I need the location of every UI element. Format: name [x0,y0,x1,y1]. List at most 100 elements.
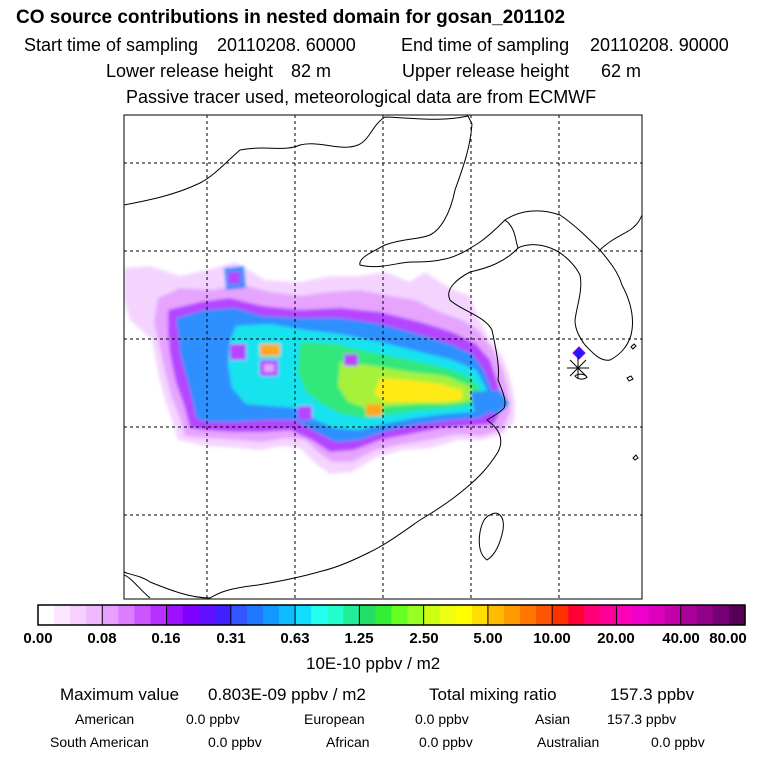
colorbar-cell [600,605,618,625]
colorbar-cell [54,605,71,625]
plume-contour [350,374,366,388]
receptor-marker [567,346,589,379]
colorbar [37,604,746,626]
lower-height-label: Lower release height [106,61,274,81]
colorbar-cell [632,605,650,625]
region-name: Australian [537,734,600,750]
colorbar-cell [664,605,682,625]
colorbar-cell [38,605,55,625]
colorbar-tick: 0.00 [23,630,53,647]
japan-islet-3 [632,454,639,461]
taiwan-coastline [478,512,504,561]
plume-contour [470,390,510,414]
lower-height-value: 82 m [291,61,332,81]
colorbar-cells [38,605,746,625]
colorbar-cell [70,605,87,625]
plume-contour [374,378,462,402]
colorbar-tick: 0.08 [87,630,117,647]
region-value: 0.0 ppbv [651,734,705,750]
region-name: American [75,711,135,727]
plume-contour [366,404,382,416]
colorbar-cell [728,605,746,625]
colorbar-cell [150,605,168,625]
start-time-label: Start time of sampling [24,35,199,55]
colorbar-cell [102,605,119,625]
upper-height-label: Upper release height [402,61,570,81]
colorbar-cell [375,605,393,625]
colorbar-cell [552,605,569,625]
region-value: 0.0 ppbv [208,734,262,750]
colorbar-cell [648,605,666,625]
total-mixing-label: Total mixing ratio [429,685,557,704]
concentration-field [124,262,515,474]
japan-islet-1 [626,375,634,382]
colorbar-tick: 0.63 [280,630,310,647]
colorbar-cell [182,605,200,625]
colorbar-cell [568,605,585,625]
colorbar-cell [134,605,152,625]
region-name: Asian [535,711,571,727]
colorbar-cell [214,605,232,625]
colorbar-tick: 1.25 [344,630,374,647]
colorbar-cell [584,605,601,625]
region-value: 0.0 ppbv [186,711,240,727]
colorbar-dividers [101,605,682,625]
colorbar-cell [198,605,216,625]
colorbar-tick: 5.00 [473,630,503,647]
colorbar-tick: 80.00 [709,630,747,647]
colorbar-tick: 10.00 [533,630,571,647]
colorbar-tick: 20.00 [597,630,635,647]
region-value: 0.0 ppbv [415,711,469,727]
end-time-label: End time of sampling [401,35,570,55]
colorbar-cell [86,605,103,625]
max-value: 0.803E-09 ppbv / m2 [208,685,366,704]
colorbar-cell [327,605,344,625]
start-time-value: 20110208. 60000 [217,35,356,55]
colorbar-cell [520,605,537,625]
colorbar-cell [536,605,553,625]
colorbar-cell [712,605,730,625]
colorbar-cell [471,605,489,625]
region-value: 0.0 ppbv [419,734,473,750]
map-title: CO source contributions in nested domain… [16,7,566,28]
colorbar-cell [166,605,184,625]
colorbar-cell [455,605,473,625]
plume-contour [298,406,312,420]
korea-coastline [504,210,633,361]
max-value-label: Maximum value [60,685,180,704]
upper-height-value: 62 m [601,61,642,81]
colorbar-tick: 0.31 [216,630,246,647]
colorbar-cell [230,605,248,625]
plume-contour [228,272,240,284]
colorbar-cell [118,605,136,625]
colorbar-cell [311,605,328,625]
total-mixing-value: 157.3 ppbv [610,685,695,704]
lat-lon-grid [124,115,642,599]
receptor-marker-diamond [572,346,586,360]
colorbar-cell [391,605,409,625]
colorbar-tick: 0.16 [151,630,181,647]
colorbar-cell [407,605,425,625]
colorbar-frame [37,604,746,626]
colorbar-cell [246,605,264,625]
region-value: 157.3 ppbv [607,711,677,727]
plume-contour [344,354,358,366]
tracer-info: Passive tracer used, meteorological data… [126,87,597,107]
colorbar-cell [439,605,457,625]
colorbar-cell [680,605,698,625]
colorbar-cell [295,605,312,625]
region-name: South American [50,734,149,750]
colorbar-cell [343,605,360,625]
china-coastline [124,115,519,599]
map-frame [123,114,643,600]
colorbar-unit: 10E-10 ppbv / m2 [306,654,441,673]
korea-north-coast [599,214,642,251]
gosan-asterisk-icon [567,357,589,379]
map-panel [124,115,642,599]
hainan-fragment [124,574,151,599]
colorbar-tick: 40.00 [662,630,700,647]
region-name: African [326,734,370,750]
plume-contour [260,344,280,356]
colorbar-cell [616,605,634,625]
